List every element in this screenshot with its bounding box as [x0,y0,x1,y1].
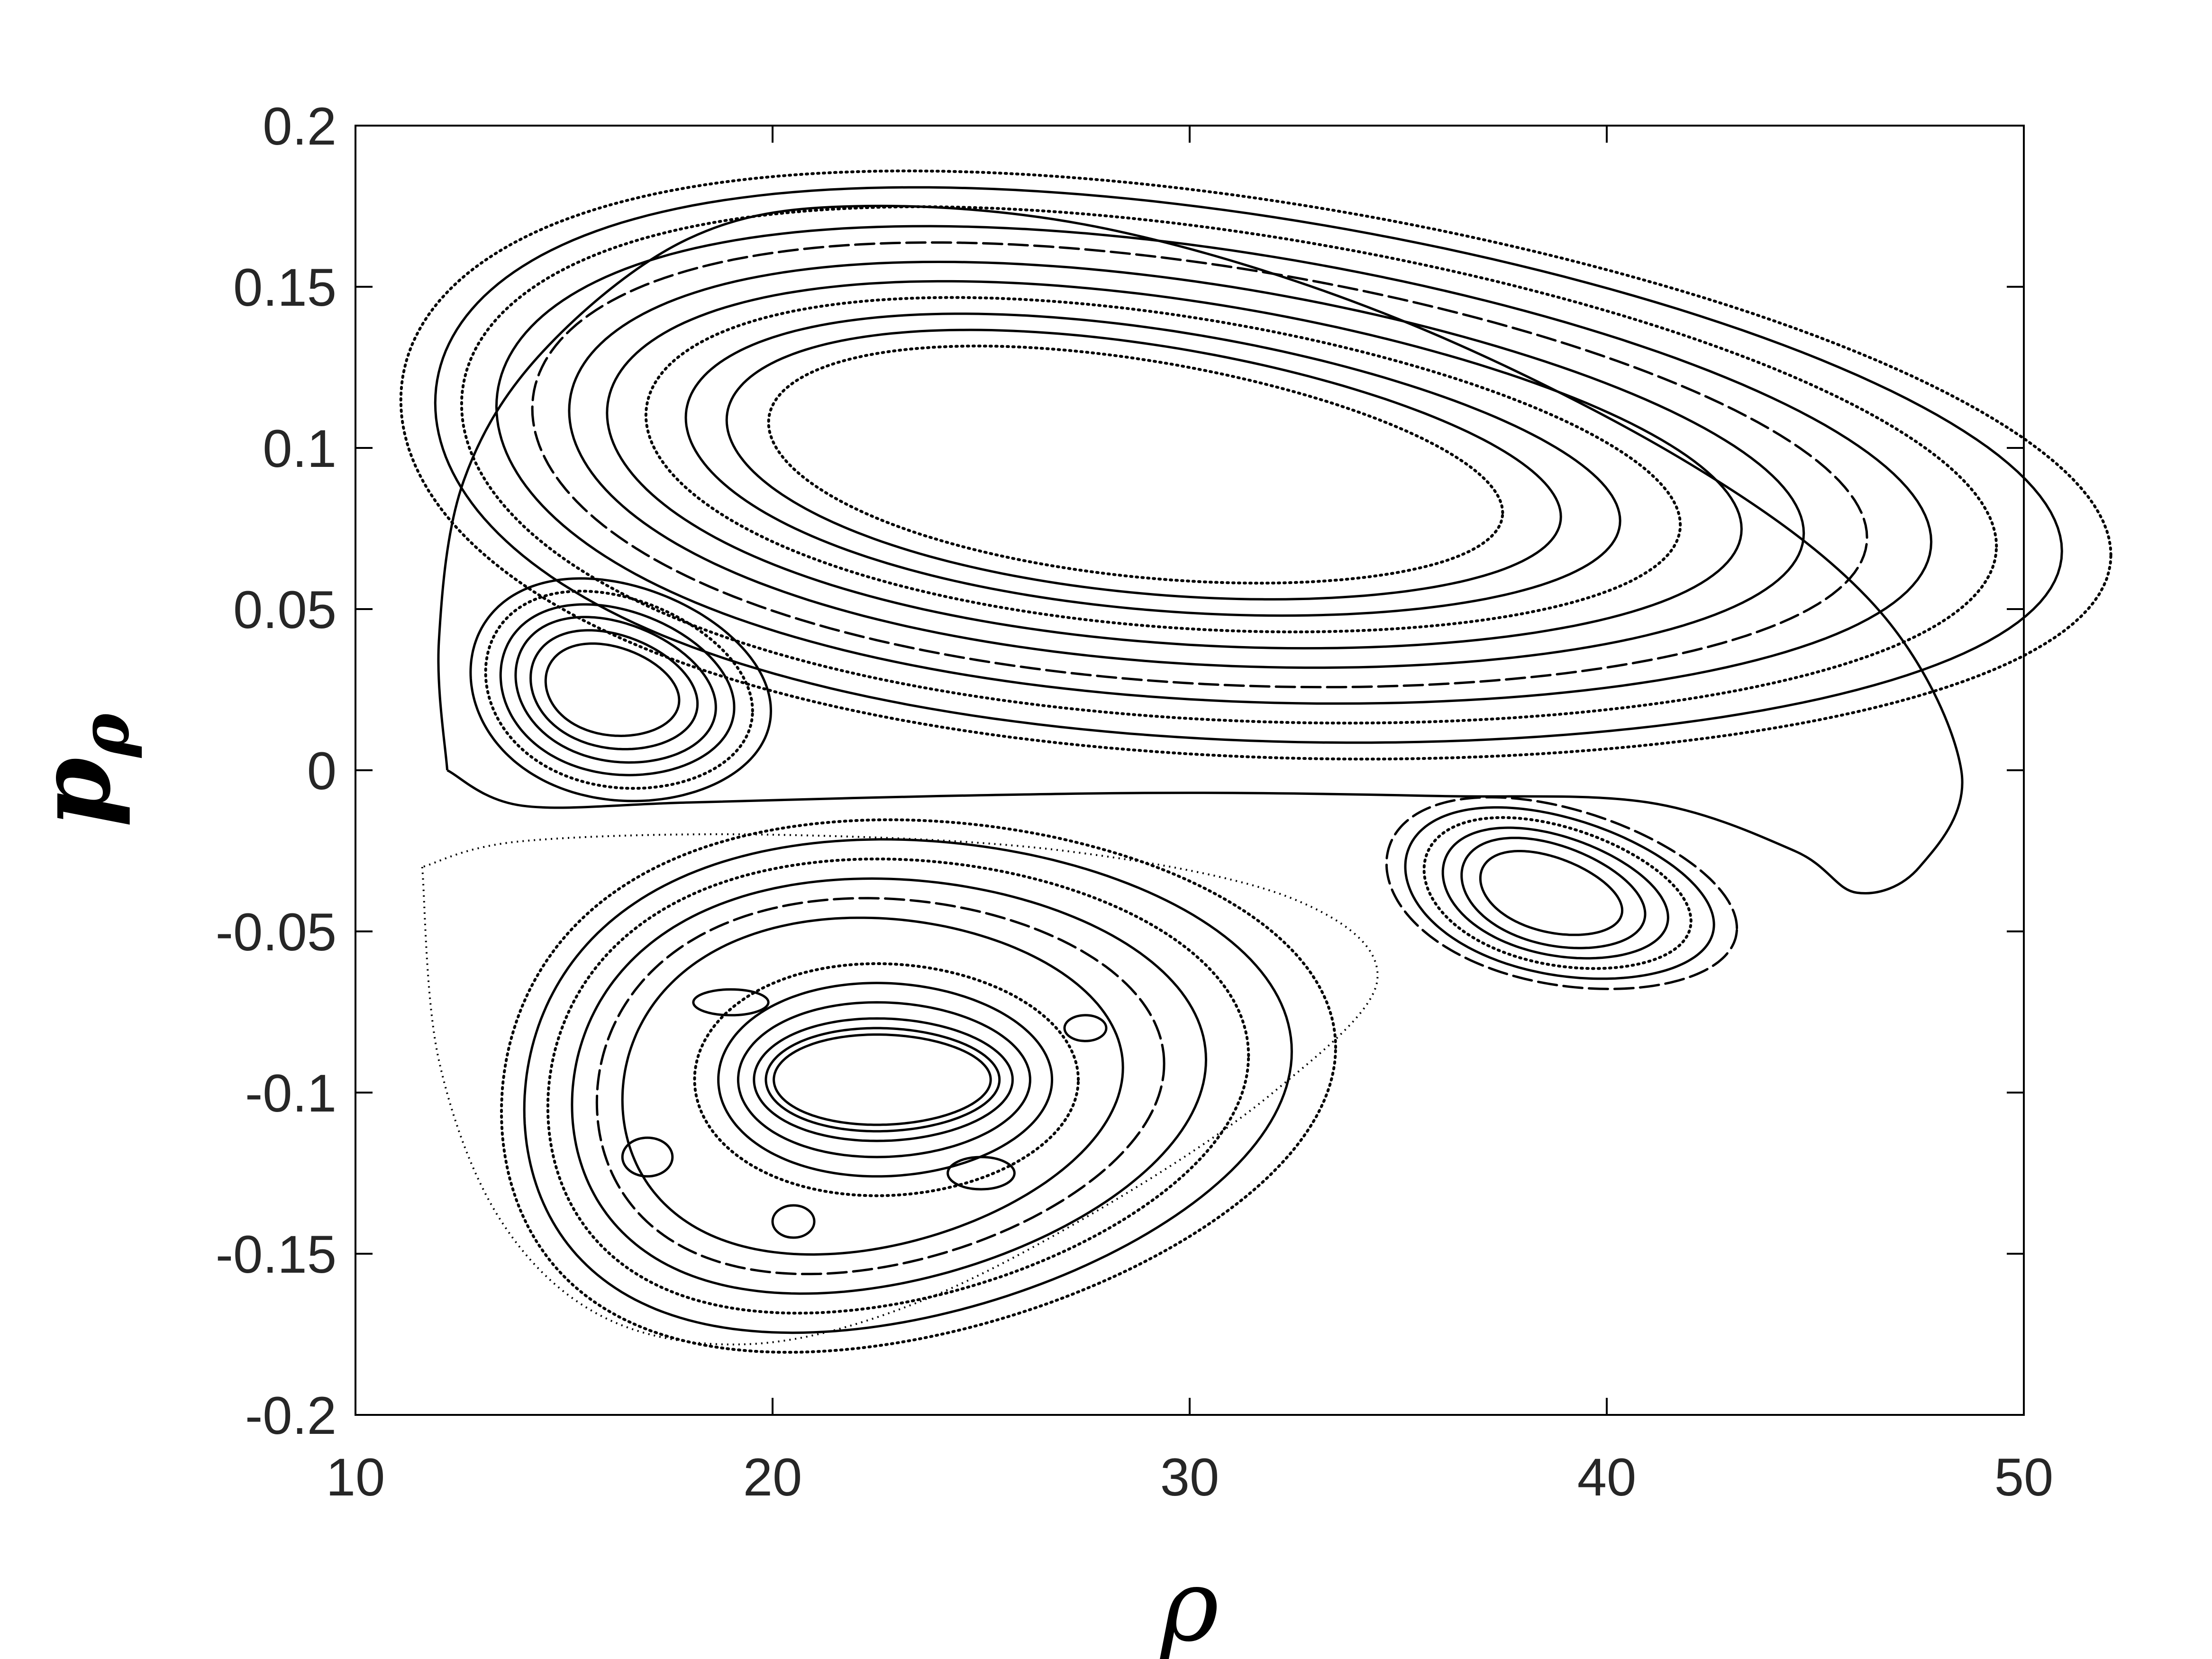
side-island [621,1136,674,1178]
y-tick-label: 0.05 [233,580,337,639]
orbit-curves [399,169,2112,1354]
y-tick-label: 0 [307,741,337,801]
right-small-ring [1385,796,1739,990]
right-small-ring [1422,816,1693,970]
side-island [947,1156,1016,1191]
lower-inner-ring [717,982,1054,1178]
side-island [1063,1014,1108,1042]
right-small-ring [1404,806,1715,980]
right-small-ring [1479,850,1624,936]
y-axis-label-main: p [16,757,133,827]
lower-inner-ring [737,1001,1031,1158]
svg-text:pρ: pρ [16,713,144,827]
lower-inner-ring [765,1027,1001,1133]
y-tick-label: 0.2 [263,97,337,156]
y-axis-label-sub: ρ [66,713,144,758]
x-tick-label: 50 [1994,1448,2054,1507]
y-tick-label: 0.1 [263,419,337,478]
lower-separatrix-curve [421,833,1379,1346]
lower-inner-ring [773,1033,992,1126]
left-small-ring [514,616,717,764]
lower-inner-ring [753,1017,1014,1142]
upper-large-ring [725,328,1562,601]
x-tick-label: 10 [326,1448,385,1507]
y-tick-label: -0.2 [245,1386,337,1445]
upper-large-ring [644,296,1682,634]
right-small-ring [1441,826,1669,960]
lower-large-ring [571,877,1207,1295]
side-island [692,988,770,1017]
upper-separatrix-curve [437,204,1964,894]
upper-large-ring [606,280,1743,650]
left-small-ring [484,590,754,790]
lower-large-ring [621,916,1124,1256]
upper-large-ring [568,260,1805,669]
y-axis-label: pρ [16,713,144,827]
y-tick-label: -0.05 [216,902,337,962]
lower-large-ring [500,818,1337,1354]
x-tick-label: 20 [743,1448,802,1507]
upper-large-ring [495,225,1933,705]
upper-large-ring [767,344,1504,585]
lower-inner-ring [693,962,1080,1197]
left-small-ring [469,577,772,802]
upper-large-ring [531,241,1868,689]
lower-large-ring [523,838,1293,1334]
lower-large-ring [546,857,1250,1315]
left-small-ring [499,603,736,776]
upper-large-ring [399,169,2112,761]
axis-ticks [355,125,2025,1416]
upper-large-ring [460,205,1998,725]
x-tick-label: 30 [1160,1448,1220,1507]
side-island [771,1204,816,1239]
y-tick-label: 0.15 [233,258,337,317]
x-tick-label: 40 [1577,1448,1637,1507]
left-small-ring [544,642,681,738]
x-tick-labels: 10 20 30 40 50 [326,1448,2054,1507]
y-tick-labels: -0.2 -0.15 -0.1 -0.05 0 0.05 0.1 0.15 0.2 [216,97,337,1445]
left-small-ring [529,629,699,750]
upper-large-ring [434,186,2063,744]
x-axis-label: ρ [1159,1548,1219,1659]
right-small-ring [1460,837,1647,949]
y-tick-label: -0.1 [245,1064,337,1123]
lower-large-ring [595,897,1165,1276]
upper-large-ring [684,312,1621,617]
y-tick-label: -0.15 [216,1225,337,1284]
